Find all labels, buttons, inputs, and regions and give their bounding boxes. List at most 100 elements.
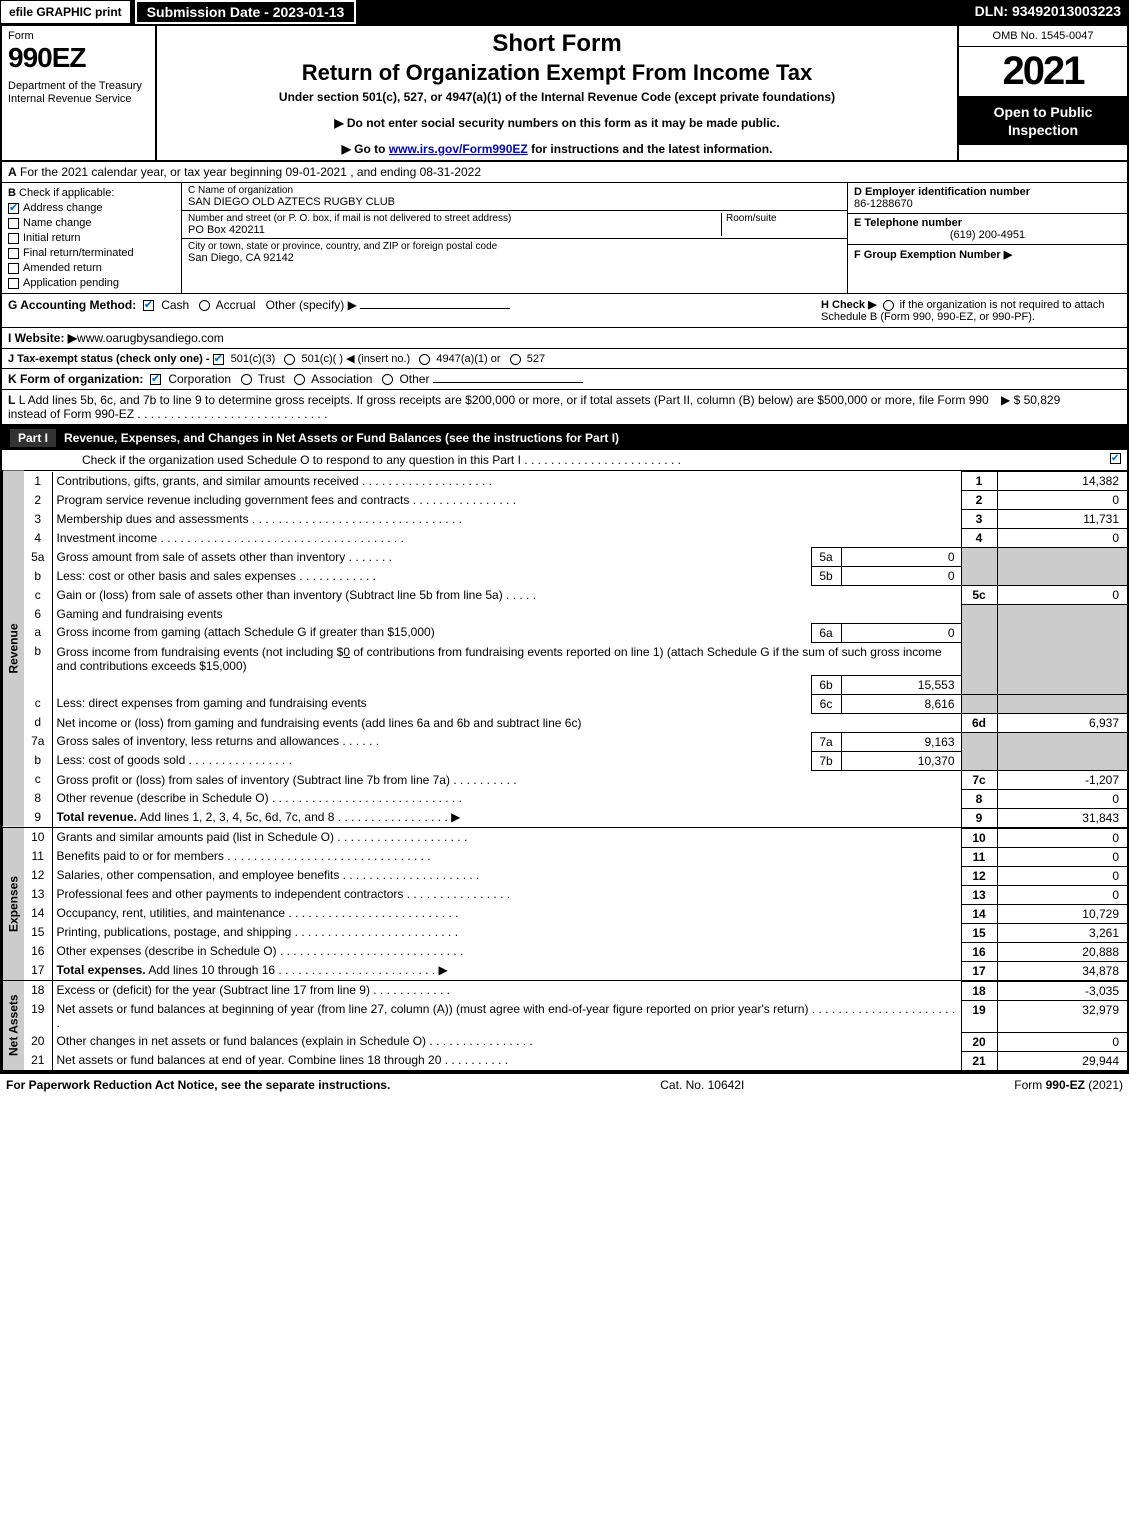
g-label: G Accounting Method: xyxy=(8,298,136,312)
l-amount: ▶ $ 50,829 xyxy=(1001,393,1121,421)
f-group-label: F Group Exemption Number ▶ xyxy=(854,248,1121,261)
c-name-label: C Name of organization xyxy=(188,185,841,196)
page-footer: For Paperwork Reduction Act Notice, see … xyxy=(0,1074,1129,1096)
expenses-tab: Expenses xyxy=(2,828,24,980)
revenue-table: 1Contributions, gifts, grants, and simil… xyxy=(24,471,1127,827)
part1-header: Part I Revenue, Expenses, and Changes in… xyxy=(2,426,1127,450)
checkbox-icon xyxy=(8,278,19,289)
note2-post: for instructions and the latest informat… xyxy=(528,142,773,156)
check-address-change[interactable]: Address change xyxy=(8,202,175,214)
check-amended[interactable]: Amended return xyxy=(8,262,175,274)
j-label: J Tax-exempt status (check only one) - xyxy=(8,353,213,365)
g-other: Other (specify) ▶ xyxy=(266,298,357,312)
checkbox-corp[interactable] xyxy=(150,374,161,385)
form-number: 990EZ xyxy=(8,42,149,74)
radio-527[interactable] xyxy=(510,354,521,365)
row-j: J Tax-exempt status (check only one) - 5… xyxy=(2,349,1127,369)
part1-check-text: Check if the organization used Schedule … xyxy=(82,453,521,467)
check-final-return[interactable]: Final return/terminated xyxy=(8,247,175,259)
revenue-tab: Revenue xyxy=(2,471,24,827)
checkbox-icon xyxy=(8,203,19,214)
checkbox-501c3[interactable] xyxy=(213,354,224,365)
radio-other[interactable] xyxy=(382,374,393,385)
c-city-value: San Diego, CA 92142 xyxy=(188,252,497,264)
checkbox-icon xyxy=(8,263,19,274)
tax-year: 2021 xyxy=(959,47,1127,97)
check-application-pending[interactable]: Application pending xyxy=(8,277,175,289)
radio-assoc[interactable] xyxy=(294,374,305,385)
part1-label: Part I xyxy=(10,429,56,447)
row-i: I Website: ▶www.oarugbysandiego.com xyxy=(2,328,1127,349)
revenue-section: Revenue 1Contributions, gifts, grants, a… xyxy=(2,471,1127,828)
column-def: D Employer identification number 86-1288… xyxy=(847,183,1127,293)
i-label: I Website: ▶ xyxy=(8,331,77,345)
form-label: Form xyxy=(8,30,149,42)
b-text: Check if applicable: xyxy=(16,187,114,199)
net-assets-section: Net Assets 18Excess or (deficit) for the… xyxy=(2,981,1127,1072)
e-phone-label: E Telephone number xyxy=(854,217,1121,229)
note-ssn: ▶ Do not enter social security numbers o… xyxy=(165,116,949,130)
subtitle: Under section 501(c), 527, or 4947(a)(1)… xyxy=(165,90,949,104)
efile-print-button[interactable]: efile GRAPHIC print xyxy=(0,0,131,24)
l-text: L Add lines 5b, 6c, and 7b to line 9 to … xyxy=(8,393,989,421)
footer-left: For Paperwork Reduction Act Notice, see … xyxy=(6,1078,390,1092)
title-return: Return of Organization Exempt From Incom… xyxy=(165,60,949,86)
checkbox-icon xyxy=(8,218,19,229)
column-b: B Check if applicable: Address change Na… xyxy=(2,183,182,293)
room-label: Room/suite xyxy=(726,213,841,224)
d-ein-label: D Employer identification number xyxy=(854,186,1121,198)
section-bcdef: B Check if applicable: Address change Na… xyxy=(2,183,1127,294)
header-center: Short Form Return of Organization Exempt… xyxy=(157,26,957,160)
check-name-change[interactable]: Name change xyxy=(8,217,175,229)
radio-accrual[interactable] xyxy=(199,300,210,311)
omb-number: OMB No. 1545-0047 xyxy=(959,26,1127,47)
form-container: Form 990EZ Department of the Treasury In… xyxy=(0,24,1129,1074)
radio-501c[interactable] xyxy=(284,354,295,365)
dln-label: DLN: 93492013003223 xyxy=(967,0,1129,24)
row-gh: G Accounting Method: Cash Accrual Other … xyxy=(2,294,1127,328)
c-street-label: Number and street (or P. O. box, if mail… xyxy=(188,213,721,224)
e-phone-value: (619) 200-4951 xyxy=(854,229,1121,241)
radio-4947[interactable] xyxy=(419,354,430,365)
dept-label: Department of the Treasury Internal Reve… xyxy=(8,80,149,106)
net-assets-table: 18Excess or (deficit) for the year (Subt… xyxy=(24,981,1127,1070)
top-bar: efile GRAPHIC print Submission Date - 20… xyxy=(0,0,1129,24)
checkbox-cash[interactable] xyxy=(143,300,154,311)
part1-title: Revenue, Expenses, and Changes in Net As… xyxy=(64,431,619,445)
row-a: A For the 2021 calendar year, or tax yea… xyxy=(2,162,1127,183)
footer-right: Form 990-EZ (2021) xyxy=(1014,1078,1123,1092)
expenses-section: Expenses 10Grants and similar amounts pa… xyxy=(2,828,1127,981)
radio-trust[interactable] xyxy=(241,374,252,385)
part1-check-row: Check if the organization used Schedule … xyxy=(2,450,1127,471)
row-l: L L Add lines 5b, 6c, and 7b to line 9 t… xyxy=(2,390,1127,426)
c-street-value: PO Box 420211 xyxy=(188,224,721,236)
footer-cat-no: Cat. No. 10642I xyxy=(390,1078,1014,1092)
form-header: Form 990EZ Department of the Treasury In… xyxy=(2,26,1127,162)
header-left: Form 990EZ Department of the Treasury In… xyxy=(2,26,157,160)
row-a-text: For the 2021 calendar year, or tax year … xyxy=(17,165,481,179)
note-link: ▶ Go to www.irs.gov/Form990EZ for instru… xyxy=(165,142,949,156)
label-b: B xyxy=(8,187,16,199)
checkbox-icon xyxy=(8,248,19,259)
k-label: K Form of organization: xyxy=(8,372,143,386)
submission-date-badge: Submission Date - 2023-01-13 xyxy=(135,0,357,24)
inspection-badge: Open to Public Inspection xyxy=(959,97,1127,145)
checkbox-schedule-o[interactable] xyxy=(1110,453,1121,464)
note2-pre: ▶ Go to xyxy=(342,142,389,156)
radio-h[interactable] xyxy=(883,300,894,311)
check-initial-return[interactable]: Initial return xyxy=(8,232,175,244)
header-right: OMB No. 1545-0047 2021 Open to Public In… xyxy=(957,26,1127,160)
d-ein-value: 86-1288670 xyxy=(854,198,1121,210)
expenses-table: 10Grants and similar amounts paid (list … xyxy=(24,828,1127,980)
c-name-value: SAN DIEGO OLD AZTECS RUGBY CLUB xyxy=(188,196,841,208)
website-value: www.oarugbysandiego.com xyxy=(77,331,224,345)
label-a: A xyxy=(8,165,17,179)
row-k: K Form of organization: Corporation Trus… xyxy=(2,369,1127,390)
column-c: C Name of organization SAN DIEGO OLD AZT… xyxy=(182,183,847,293)
c-city-label: City or town, state or province, country… xyxy=(188,241,497,252)
title-short-form: Short Form xyxy=(165,30,949,58)
net-assets-tab: Net Assets xyxy=(2,981,24,1070)
checkbox-icon xyxy=(8,233,19,244)
irs-link[interactable]: www.irs.gov/Form990EZ xyxy=(389,142,528,156)
h-label: H Check ▶ xyxy=(821,299,877,311)
